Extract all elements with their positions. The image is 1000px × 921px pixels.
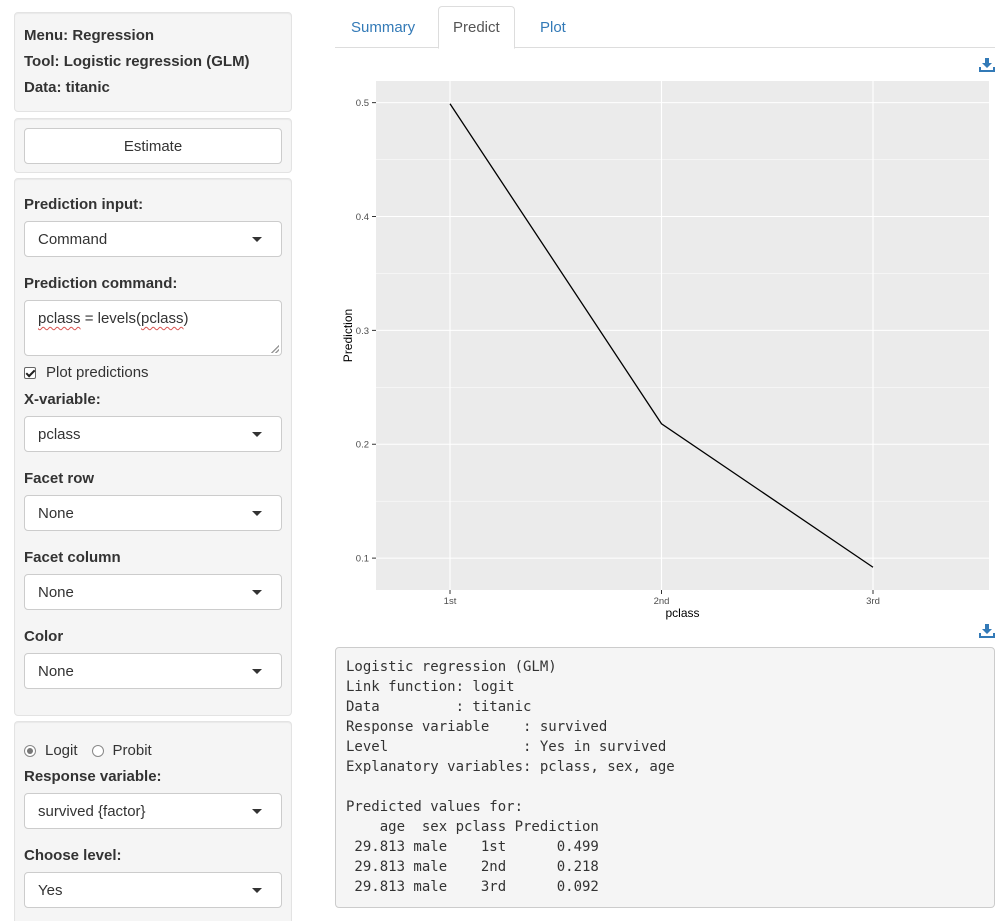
- x-variable-select[interactable]: pclass: [24, 416, 282, 452]
- x-axis-label: pclass: [665, 606, 699, 620]
- output-line: age sex pclass Prediction: [346, 819, 599, 835]
- facet-row-select[interactable]: None: [24, 495, 282, 531]
- x-tick-label: 3rd: [866, 596, 880, 607]
- probit-option[interactable]: Probit: [91, 742, 152, 759]
- plot-predictions-checkbox[interactable]: [24, 366, 36, 379]
- estimate-panel: Estimate: [14, 118, 292, 173]
- prediction-input-value: Command: [38, 230, 108, 248]
- response-variable-label: Response variable:: [24, 768, 162, 785]
- x-tick-label: 2nd: [654, 596, 670, 607]
- choose-level-value: Yes: [38, 881, 63, 899]
- x-variable-label: X-variable:: [24, 391, 101, 408]
- facet-row-label: Facet row: [24, 470, 95, 487]
- download-icon[interactable]: [979, 58, 995, 72]
- prediction-command-label: Prediction command:: [24, 275, 178, 292]
- facet-column-select[interactable]: None: [24, 574, 282, 610]
- output-line: 29.813 male 2nd 0.218: [346, 859, 599, 875]
- prediction-command-input[interactable]: pclass = levels(pclass): [24, 300, 282, 356]
- estimate-button[interactable]: Estimate: [24, 128, 282, 164]
- prediction-input-select[interactable]: Command: [24, 221, 282, 257]
- logit-option[interactable]: Logit: [24, 742, 78, 759]
- prediction-panel: Prediction input: Command Prediction com…: [14, 178, 292, 716]
- output-line: Data : titanic: [346, 699, 532, 715]
- command-var-text: pclass: [38, 310, 81, 327]
- tool-info: Tool: Logistic regression (GLM): [24, 53, 250, 70]
- probit-label: Probit: [112, 742, 152, 759]
- axis-ticks: 0.1 0.2 0.3 0.4 0.5 1st 2nd 3rd: [356, 98, 880, 607]
- output-line: Logistic regression (GLM): [346, 659, 557, 675]
- chevron-down-icon: [252, 432, 262, 437]
- output-line: Predicted values for:: [346, 799, 524, 815]
- output-line: 29.813 male 1st 0.499: [346, 839, 599, 855]
- grid-lines: [376, 81, 989, 590]
- prediction-output: Logistic regression (GLM) Link function: …: [335, 647, 995, 908]
- chevron-down-icon: [252, 809, 262, 814]
- logit-label: Logit: [45, 742, 78, 759]
- choose-level-label: Choose level:: [24, 847, 122, 864]
- download-icon[interactable]: [979, 624, 995, 638]
- output-line: 29.813 male 3rd 0.092: [346, 879, 599, 895]
- plot-panel: [376, 81, 989, 590]
- chevron-down-icon: [252, 511, 262, 516]
- tab-predict[interactable]: Predict: [438, 6, 515, 49]
- tab-summary[interactable]: Summary: [351, 19, 416, 36]
- output-line: [346, 777, 984, 797]
- chevron-down-icon: [252, 669, 262, 674]
- chevron-down-icon: [252, 590, 262, 595]
- color-select[interactable]: None: [24, 653, 282, 689]
- y-tick-label: 0.1: [356, 554, 369, 565]
- prediction-chart: 0.1 0.2 0.3 0.4 0.5 1st 2nd 3rd pclass Predicti…: [341, 81, 989, 620]
- color-value: None: [38, 662, 74, 680]
- y-tick-label: 0.3: [356, 326, 369, 337]
- resize-handle-icon[interactable]: [271, 345, 279, 353]
- menu-info: Menu: Regression: [24, 27, 155, 44]
- data-info: Data: titanic: [24, 79, 110, 96]
- command-mid-text: = levels(: [80, 310, 141, 327]
- output-line: Explanatory variables: pclass, sex, age: [346, 759, 675, 775]
- model-panel: Logit Probit Response variable: survived…: [14, 721, 292, 921]
- y-tick-label: 0.2: [356, 440, 369, 451]
- command-arg-text: pclass: [140, 310, 184, 327]
- output-line: Link function: logit: [346, 679, 515, 695]
- x-tick-label: 1st: [444, 596, 457, 607]
- chevron-down-icon: [252, 237, 262, 242]
- chevron-down-icon: [252, 888, 262, 893]
- probit-radio[interactable]: [91, 744, 104, 757]
- logit-radio[interactable]: [24, 744, 36, 757]
- y-tick-label: 0.5: [356, 98, 369, 109]
- tab-plot[interactable]: Plot: [540, 19, 566, 36]
- facet-row-value: None: [38, 504, 74, 522]
- info-panel: Menu: Regression Tool: Logistic regressi…: [14, 12, 292, 112]
- response-variable-value: survived {factor}: [38, 802, 146, 820]
- prediction-line: [449, 103, 874, 568]
- tab-bar: Summary Predict Plot: [335, 6, 995, 49]
- link-radio-group: Logit Probit: [24, 742, 152, 759]
- choose-level-select[interactable]: Yes: [24, 872, 282, 908]
- response-variable-select[interactable]: survived {factor}: [24, 793, 282, 829]
- facet-column-label: Facet column: [24, 549, 121, 566]
- x-variable-value: pclass: [38, 425, 81, 443]
- prediction-input-label: Prediction input:: [24, 196, 144, 213]
- plot-predictions-label: Plot predictions: [46, 364, 149, 381]
- output-line: Level : Yes in survived: [346, 739, 667, 755]
- facet-column-value: None: [38, 583, 74, 601]
- color-label: Color: [24, 628, 64, 645]
- y-tick-label: 0.4: [356, 212, 369, 223]
- plot-predictions-row[interactable]: Plot predictions: [24, 364, 149, 381]
- y-axis-label: Prediction: [341, 309, 355, 362]
- output-line: Response variable : survived: [346, 719, 608, 735]
- command-end-text: ): [183, 310, 189, 327]
